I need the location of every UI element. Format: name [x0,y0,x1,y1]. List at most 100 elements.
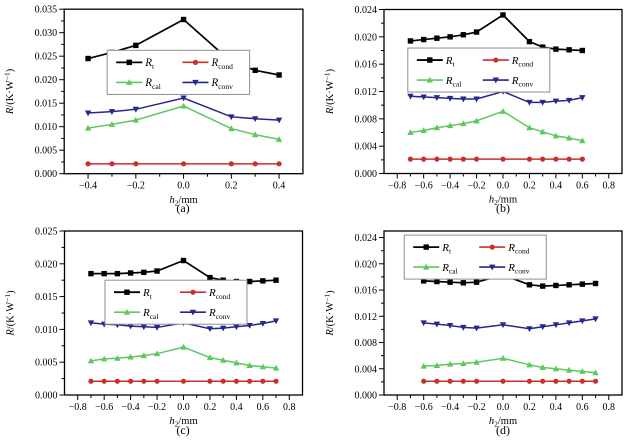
legend-entry-Rconv: Rconv [482,75,533,89]
x-axis-label: h2/mm [169,195,198,208]
x-tick-label: 0.0 [497,402,510,413]
y-axis-label: R/(K·W−1) [3,68,17,115]
legend-label: Rconv [211,77,234,91]
x-tick-label: 0.6 [576,181,589,192]
series-Rcal-markers [87,343,280,371]
y-tick-label: 0.030 [35,28,58,39]
legend-label: Rcond [211,57,234,71]
x-tick-label: 0.4 [273,181,286,192]
x-tick-label: −0.6 [415,402,433,413]
x-axis: −0.8 −0.6 −0.4 −0.2 0.0 0.2 0.4 0.6 0.8 [388,173,616,192]
x-tick-label: −0.4 [122,402,140,413]
legend-entry-Rcal: Rcal [113,307,158,321]
x-axis-label: h2/mm [489,195,517,208]
subplot-caption-c: (c) [176,423,190,437]
y-tick-label: 0.024 [355,5,378,16]
series-Rcal-line [423,357,596,374]
legend-entry-Rcond: Rcond [182,57,233,71]
x-axis: −0.4 −0.2 0.0 0.2 0.4 [79,173,286,192]
legend-label: Rt [441,242,452,256]
x-tick-label: 0.6 [257,402,270,413]
legend-entry-Rcond: Rcond [179,287,231,301]
legend-label: Rt [144,57,155,71]
chart-c: −0.8 −0.6 −0.4 −0.2 0.0 0.2 0.4 0.6 0.80.0000.00… [3,227,304,429]
x-tick-label: 0.8 [283,402,296,413]
y-tick-label: 0.010 [35,325,58,336]
x-tick-label: 0.8 [603,402,616,413]
series-Rcal-markers [420,354,599,376]
series-Rcond [85,161,282,167]
series-Rconv-markers [407,89,586,106]
legend-entry-Rcal: Rcal [416,75,461,89]
subplot-caption-a: (a) [176,201,190,215]
series-Rconv [407,89,586,106]
legend-entry-Rcal: Rcal [116,77,161,91]
x-tick-label: 0.8 [603,181,616,192]
series-Rconv-line [88,97,280,121]
x-tick-label: 0.0 [177,181,190,192]
x-tick-label: 0.0 [177,402,190,413]
legend-label: Rcond [507,242,530,256]
chart-a: −0.4 −0.2 0.0 0.2 0.4 0.000 0.005 0.010 0.015 0.0… [3,5,304,208]
y-tick-label: 0.005 [35,146,58,157]
legend-label: Rconv [507,262,530,276]
y-axis: 0.000 0.005 0.010 0.015 0.020 0.025 [35,227,65,402]
x-tick-label: 0.4 [230,402,243,413]
legend-label: Rcond [511,55,534,69]
x-tick-label: −0.4 [441,402,459,413]
y-tick-label: 0.035 [35,5,58,16]
y-tick-label: 0.025 [35,52,58,63]
y-tick-label: 0.008 [355,114,378,125]
series-Rconv [84,95,283,124]
series-Rcal [407,108,586,144]
x-tick-label: −0.4 [79,181,97,192]
y-tick-label: 0.004 [355,142,378,153]
y-tick-label: 0.020 [355,32,378,43]
series-Rconv [420,316,599,333]
series-Rcal-markers [407,108,586,144]
subplot-caption-b: (b) [496,201,510,215]
series-Rcal [84,102,283,142]
legend-label: Rt [142,287,153,301]
y-tick-label: 0.020 [35,75,58,86]
legend: Rt Rcond Rcal Rconv [403,234,547,280]
y-tick-label: 0.005 [35,358,58,369]
y-tick-label: 0.010 [35,122,58,133]
y-tick-label: 0.000 [35,391,58,402]
x-tick-label: 0.2 [523,181,536,192]
y-tick-label: 0.012 [355,87,378,98]
legend-entry-Rcond: Rcond [482,55,534,69]
legend-entry-Rt: Rt [413,242,452,256]
x-tick-label: −0.2 [467,402,485,413]
legend-box [104,279,248,325]
series-Rconv-markers [420,316,599,333]
y-tick-label: 0.025 [35,227,58,238]
subplot-d: −0.8 −0.6 −0.4 −0.2 0.0 0.2 0.4 0.6 0.8 0.000 0.00… [320,222,639,443]
subplot-a: −0.4 −0.2 0.0 0.2 0.4 0.000 0.005 0.010 0.015 0.0… [0,0,320,222]
legend: Rt Rcond Rcal Rconv [407,47,551,93]
legend-label: Rcal [441,262,457,276]
x-tick-label: −0.2 [148,402,166,413]
chart-d: −0.8 −0.6 −0.4 −0.2 0.0 0.2 0.4 0.6 0.80.0000.00… [323,230,623,429]
series-Rcal [420,354,599,376]
x-tick-label: −0.6 [415,181,433,192]
legend-label: Rcond [208,287,231,301]
y-tick-label: 0.024 [355,233,378,244]
series-Rt-line [410,13,583,52]
legend-entry-Rt: Rt [116,57,155,71]
series-Rcond-markers [88,378,279,384]
legend-entry-Rcal: Rcal [413,262,458,276]
legend-entry-Rconv: Rconv [182,77,233,91]
legend-entry-Rconv: Rconv [479,262,530,276]
legend-box [106,49,251,95]
y-tick-label: 0.015 [35,99,58,110]
subplot-b: −0.8 −0.6 −0.4 −0.2 0.0 0.2 0.4 0.6 0.8 0.000 0.00… [320,0,639,222]
series-Rcond-markers [421,378,599,384]
x-tick-label: 0.2 [204,402,217,413]
series-Rt [420,272,599,289]
x-tick-label: 0.4 [550,181,563,192]
series-Rcal-line [410,110,583,142]
x-axis-label: h2/mm [169,416,197,429]
y-tick-label: 0.000 [35,169,58,180]
y-axis-label: R/(K·W−1) [323,68,337,115]
